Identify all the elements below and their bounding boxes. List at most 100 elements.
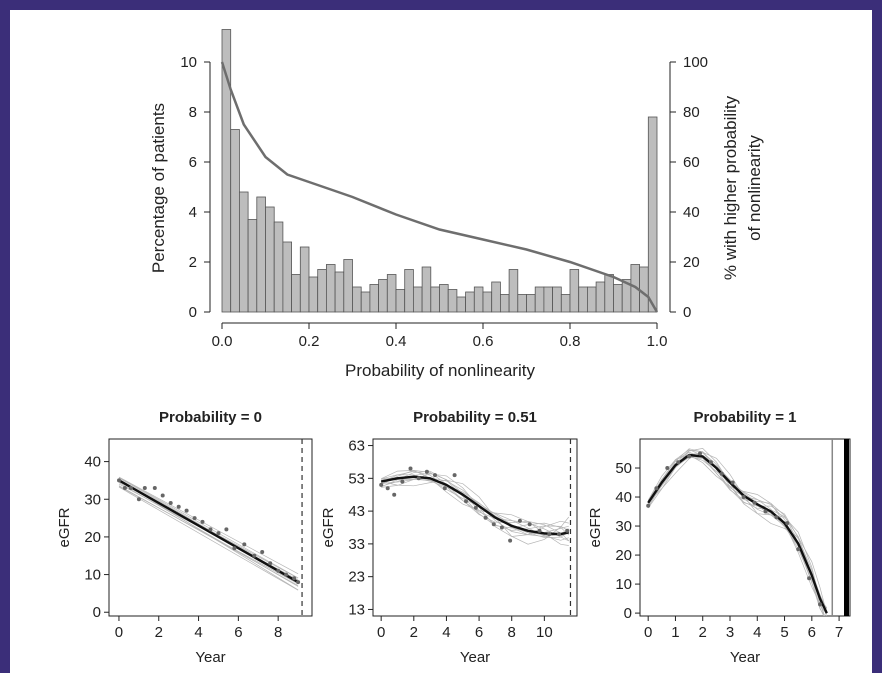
data-point [416,476,421,481]
histogram-bar [456,296,466,313]
histogram-bar [230,129,240,313]
data-point [117,478,121,483]
x-tick-label: 4 [753,624,761,641]
bootstrap-curve [118,477,299,579]
x-tick-label: 4 [194,624,202,641]
bootstrap-curve [647,452,827,616]
data-point [654,486,659,491]
data-point [160,493,165,498]
data-point [763,509,768,514]
x-tick-label: 6 [808,624,816,641]
data-point [408,466,413,471]
data-point [687,454,692,459]
histogram-bar [386,274,397,313]
panel-frame [372,438,578,617]
x-axis-label: Year [195,649,225,666]
data-point [565,528,570,533]
data-point [296,580,301,585]
data-point [665,466,670,470]
histogram-bar [465,291,475,313]
data-point [208,527,213,532]
histogram-bar [256,196,266,313]
x-tick-label: 0 [377,624,385,641]
histogram-bar [430,286,440,313]
x-tick-label: 0.6 [473,333,494,350]
histogram-bar [282,241,292,313]
x-axis-label: Probability of nonlinearity [345,361,535,380]
data-point [224,527,229,532]
data-point [499,525,504,530]
data-point [122,486,127,490]
data-point [242,542,247,547]
panel-frame [108,438,313,617]
histogram-bar [517,294,527,313]
y-tick-label: 0 [624,605,632,622]
right-y-tick-label: 20 [683,254,700,271]
bootstrap-curve [381,470,570,536]
x-tick-label: 10 [536,624,553,641]
histogram-bar [508,269,519,313]
y-tick-label: 43 [348,503,365,520]
left-y-tick-label: 2 [189,254,197,271]
end-marker-bar [844,439,849,616]
x-tick-label: 0 [115,624,123,641]
panel-frame [639,438,851,617]
y-tick-label: 20 [84,529,101,546]
histogram-bar [578,286,588,313]
y-tick-label: 40 [84,454,101,471]
histogram-bar [412,286,423,313]
y-tick-label: 53 [348,470,365,487]
histogram-bar [395,289,406,313]
bootstrap-curve [647,455,828,612]
data-point [216,531,221,536]
data-point [741,495,746,499]
histogram-bar [378,279,388,313]
x-tick-label: 4 [442,624,450,641]
x-tick-label: 2 [699,624,707,641]
y-tick-label: 30 [615,518,632,535]
histogram-bar [404,269,414,313]
histogram-bar [587,286,597,313]
histogram-bar [569,269,580,313]
bootstrap-curve [647,456,828,609]
bootstrap-curve [647,455,828,612]
left-y-tick-label: 10 [180,54,197,71]
data-point [232,546,237,551]
histogram-bar [491,281,501,313]
right-y-tick-label: 100 [683,54,708,71]
data-point [708,460,713,465]
histogram-bar [291,274,301,313]
data-point [818,602,822,607]
cumulative-percent-line [220,61,659,313]
data-point [184,508,189,513]
panel-title: Probability = 0.51 [413,409,537,426]
left-y-axis-label: Percentage of patients [149,103,168,273]
data-point [796,547,801,552]
data-point [260,550,265,554]
bootstrap-curve [647,457,828,610]
data-point [400,479,405,484]
data-point [774,515,779,520]
left-y-tick-label: 6 [189,154,197,171]
bootstrap-curve [647,448,825,616]
y-tick-label: 63 [348,438,365,455]
bootstrap-curve [647,451,828,614]
data-point [168,501,173,505]
histogram-bar [334,271,345,313]
right-y-axis-label-line2: of nonlinearity [745,135,764,241]
data-point [442,486,447,491]
data-point [752,500,757,505]
histogram-bar [317,269,327,313]
data-point [284,572,289,577]
y-axis-label: eGFR [320,507,337,547]
bootstrap-curve [118,486,299,591]
x-tick-label: 6 [475,624,483,641]
histogram-bar [613,284,623,313]
data-point [379,482,384,487]
y-tick-label: 10 [84,567,101,584]
y-tick-label: 23 [348,569,365,586]
x-tick-label: 8 [274,624,282,641]
x-tick-label: 2 [410,624,418,641]
x-tick-label: 0.0 [212,333,233,350]
